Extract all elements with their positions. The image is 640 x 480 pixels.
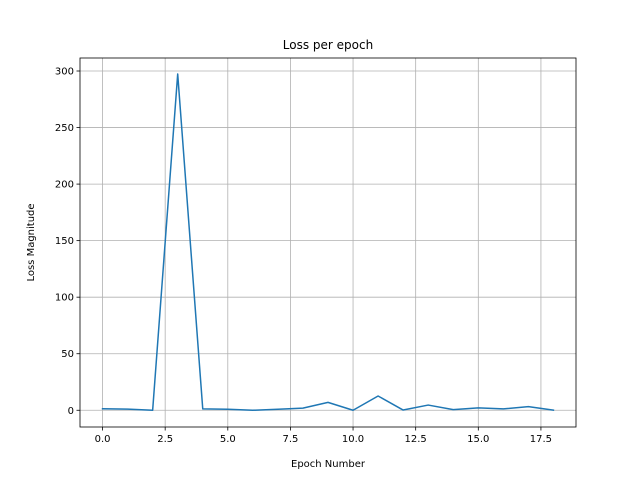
x-tick-label: 12.5 [405, 434, 427, 445]
y-axis-label: Loss Magnitude [26, 203, 37, 281]
x-tick-label: 0.0 [95, 434, 111, 445]
x-tick-label: 15.0 [467, 434, 489, 445]
y-tick-label: 0 [68, 406, 74, 417]
y-tick-label: 200 [55, 180, 74, 191]
x-tick-label: 5.0 [220, 434, 236, 445]
y-tick-label: 50 [61, 349, 74, 360]
y-tick-label: 100 [55, 293, 74, 304]
y-tick-label: 300 [55, 67, 74, 78]
x-tick-label: 2.5 [157, 434, 173, 445]
y-tick-label: 150 [55, 236, 74, 247]
x-axis-label: Epoch Number [291, 459, 366, 470]
x-tick-label: 10.0 [342, 434, 364, 445]
x-tick-label: 17.5 [530, 434, 552, 445]
x-tick-label: 7.5 [282, 434, 298, 445]
chart-title: Loss per epoch [283, 38, 373, 52]
y-tick-label: 250 [55, 123, 74, 134]
